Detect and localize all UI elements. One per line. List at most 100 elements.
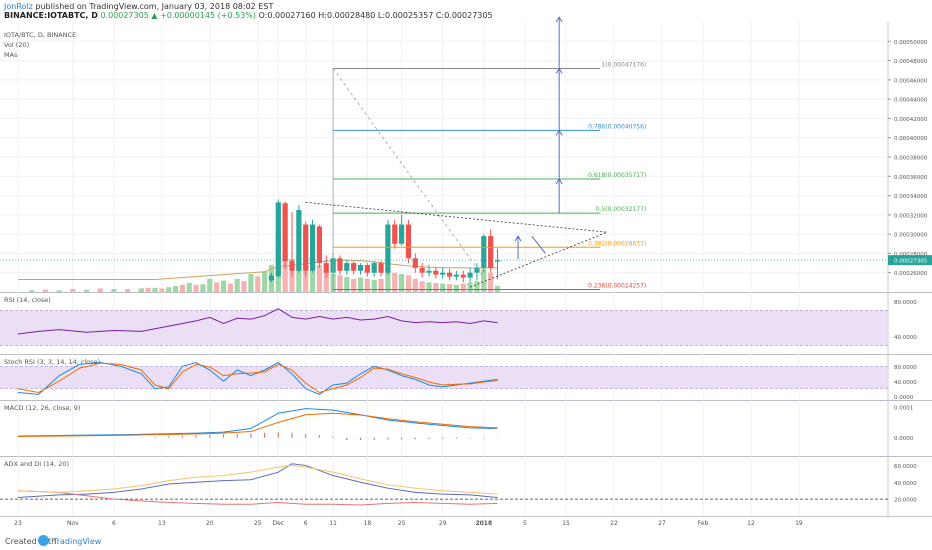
last-price-label: 0.00027305 bbox=[894, 259, 928, 265]
indicator-band bbox=[0, 310, 888, 346]
volume-bar bbox=[440, 283, 446, 292]
volume-bar bbox=[303, 262, 309, 292]
volume-bar bbox=[296, 256, 302, 292]
time-tick-label: 29 bbox=[439, 520, 447, 527]
volume-bar bbox=[200, 284, 206, 292]
volume-bar bbox=[481, 269, 487, 292]
price-tick-label: 0.00050000 bbox=[894, 40, 928, 46]
time-tick-label: Nov bbox=[67, 520, 79, 527]
triangle-upper-line bbox=[305, 201, 608, 233]
time-tick-label: 20 bbox=[206, 520, 214, 527]
candle-body bbox=[392, 224, 398, 244]
volume-bar bbox=[309, 266, 316, 292]
price-tick-label: 0.00032000 bbox=[894, 213, 928, 219]
volume-bar bbox=[364, 278, 370, 292]
candle-body bbox=[481, 236, 487, 268]
price-pane: IOTA/BTC, D, BINANCE Vol (20) MAs bbox=[4, 31, 501, 292]
volume-bar bbox=[453, 284, 459, 292]
pullback-arrow bbox=[531, 235, 546, 254]
price-tick-label: 0.00030000 bbox=[894, 233, 928, 239]
last-price-badge bbox=[888, 255, 932, 266]
candle-body bbox=[460, 274, 466, 278]
volume-bar bbox=[159, 288, 165, 292]
candle-body bbox=[289, 261, 295, 271]
time-tick-label: 2018 bbox=[475, 520, 492, 527]
drawing-annotations: 1(0.00047176) 0.786(0.00040756) 0.618(0.00… bbox=[0, 16, 888, 292]
ma-legend: MAs bbox=[4, 51, 18, 59]
volume-bar bbox=[351, 278, 357, 292]
indicator-title: RSI (14, close) bbox=[4, 296, 51, 304]
created-with-text: Created with bbox=[5, 537, 57, 546]
volume-bar bbox=[220, 280, 227, 292]
candle-body bbox=[467, 272, 473, 278]
time-tick-label: 19 bbox=[795, 520, 803, 527]
volume-bar bbox=[488, 272, 494, 292]
chart-canvas[interactable]: IOTA/BTC, D, BINANCE Vol (20) MAs 1(0.00… bbox=[0, 0, 932, 533]
fib-trend-line bbox=[332, 68, 485, 278]
indicator-tick-label: 40.0000 bbox=[894, 481, 917, 487]
volume-bar bbox=[392, 272, 398, 292]
volume-bar bbox=[138, 288, 144, 292]
volume-bar bbox=[227, 283, 233, 292]
indicator-title: ADX and DI (14, 20) bbox=[4, 460, 69, 468]
indicator-tick-label: 40.0000 bbox=[894, 335, 917, 341]
volume-bar bbox=[234, 278, 240, 292]
candle-body bbox=[268, 275, 275, 281]
volume-bar bbox=[474, 281, 480, 292]
time-tick-label: 11 bbox=[329, 520, 337, 527]
indicator-tick-label: 40.0000 bbox=[894, 380, 917, 386]
publisher-line: JonRolz published on TradingView.com, Ja… bbox=[4, 2, 273, 11]
indicator-band bbox=[0, 366, 888, 389]
time-tick-label: Feb bbox=[698, 520, 709, 527]
volume-bar bbox=[371, 280, 377, 292]
candle-body bbox=[385, 224, 391, 273]
volume-bar bbox=[399, 274, 405, 292]
time-tick-label: 27 bbox=[658, 520, 666, 527]
price-tick-label: 0.00026000 bbox=[894, 271, 928, 277]
volume-bar bbox=[241, 281, 247, 292]
volume-bar bbox=[446, 284, 453, 292]
candle-body bbox=[440, 272, 446, 275]
volume-bar bbox=[282, 253, 288, 292]
candle-body bbox=[433, 270, 439, 275]
candle-body bbox=[399, 224, 405, 244]
time-tick-label: 6 bbox=[304, 520, 308, 527]
candle-body bbox=[323, 263, 329, 273]
fib-level-label: 0.618(0.00035717) bbox=[588, 172, 646, 179]
volume-bar bbox=[344, 277, 350, 292]
time-tick-label: 5 bbox=[523, 520, 527, 527]
candle-body bbox=[303, 224, 309, 271]
indicator-title: Stoch RSI (3, 3, 14, 14, close) bbox=[4, 358, 100, 366]
author-link[interactable]: JonRolz bbox=[4, 2, 33, 11]
target-arrow-head bbox=[555, 16, 563, 23]
price-tick-label: 0.00044000 bbox=[894, 98, 928, 104]
volume-bar bbox=[179, 284, 185, 292]
candle-body bbox=[419, 267, 425, 273]
tradingview-link[interactable]: TradingView bbox=[53, 537, 102, 546]
candle-body bbox=[405, 224, 412, 259]
price-tick-label: 0.00048000 bbox=[894, 59, 928, 65]
volume-bar bbox=[207, 278, 213, 292]
indicator-series-line bbox=[17, 490, 498, 506]
indicator-tick-label: 60.0000 bbox=[894, 464, 917, 470]
time-tick-label: 22 bbox=[610, 520, 618, 527]
triangle-lower-line bbox=[469, 231, 608, 288]
volume-bar bbox=[337, 275, 343, 292]
indicator-series-line bbox=[17, 412, 498, 437]
candle-body bbox=[275, 202, 281, 277]
volume-bar bbox=[214, 282, 220, 292]
volume-bar bbox=[419, 281, 425, 292]
time-tick-label: 15 bbox=[562, 520, 570, 527]
indicator-series-line bbox=[17, 464, 498, 495]
indicator-series-line bbox=[17, 362, 498, 394]
volume-bar bbox=[460, 283, 466, 292]
candle-body bbox=[296, 210, 302, 271]
candle-body bbox=[316, 226, 322, 264]
volume-bar bbox=[97, 288, 103, 292]
fib-level-label: 0.236(0.00024257) bbox=[588, 283, 646, 290]
volume-bar bbox=[467, 282, 473, 292]
candle-body bbox=[351, 263, 357, 271]
volume-bar bbox=[29, 290, 35, 292]
candle-body bbox=[494, 260, 501, 262]
price-change: 0.00027305 ▲ +0.00000145 (+0.53%) bbox=[100, 11, 256, 20]
